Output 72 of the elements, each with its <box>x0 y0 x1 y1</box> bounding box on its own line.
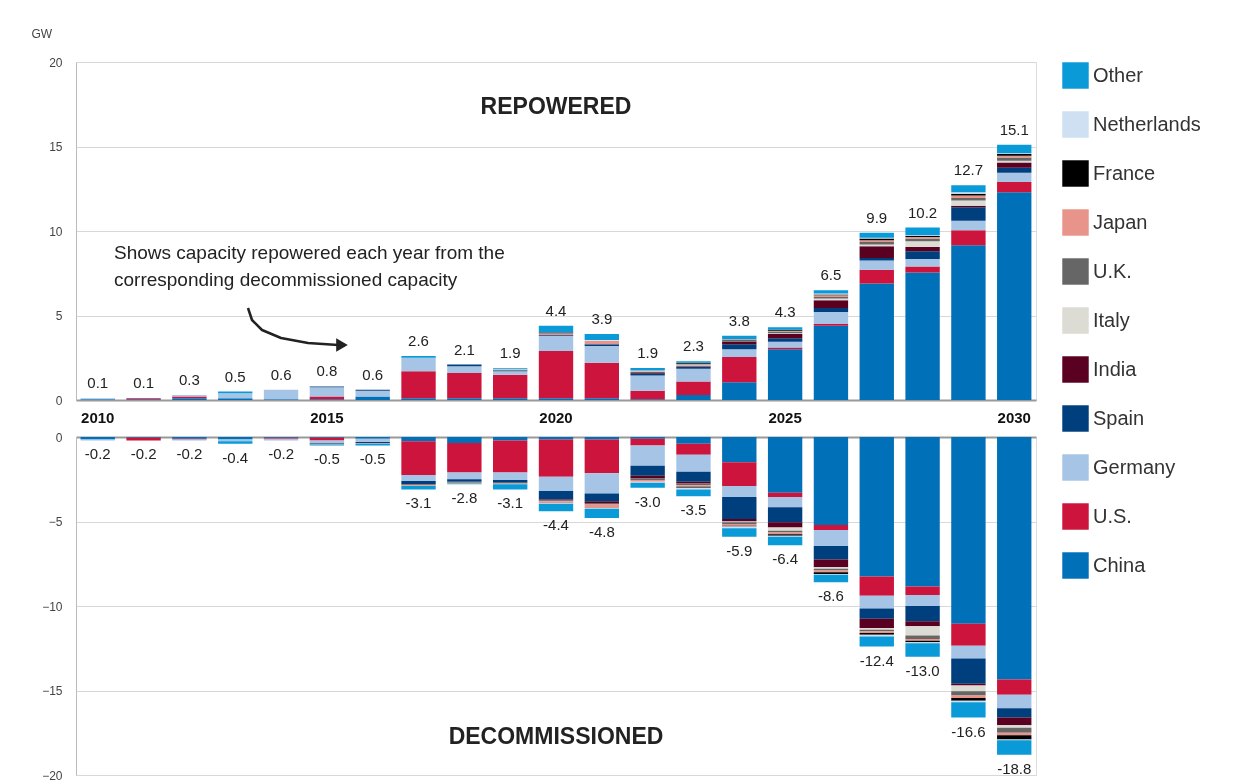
total-label: -5.9 <box>726 541 753 559</box>
legend-label: Other <box>1093 63 1144 86</box>
legend-label: Japan <box>1093 210 1148 233</box>
total-label: -0.2 <box>84 445 111 463</box>
legend-label: Italy <box>1093 308 1130 331</box>
total-label: -3.1 <box>405 494 432 512</box>
total-label: -0.2 <box>176 445 203 463</box>
x-tick-label: 2025 <box>768 408 802 426</box>
total-label: 2.3 <box>683 337 704 355</box>
total-label: -0.5 <box>359 450 386 468</box>
annotation: REPOWERED <box>480 93 632 119</box>
total-label: 0.1 <box>133 374 155 392</box>
total-label: -4.8 <box>588 523 615 541</box>
x-tick-label: 2030 <box>997 408 1031 426</box>
annotation: DECOMMISSIONED <box>448 723 664 749</box>
total-label: 12.7 <box>953 161 984 179</box>
y-axis-title: GW <box>31 26 53 41</box>
legend-label: U.K. <box>1093 259 1132 282</box>
x-tick-label: 2015 <box>310 408 344 426</box>
total-label: 10.2 <box>907 203 938 221</box>
total-label: -3.1 <box>497 494 524 512</box>
y-tick-label: 20 <box>49 55 63 70</box>
legend-label: France <box>1093 161 1156 184</box>
y-tick-label: 0 <box>55 393 63 408</box>
y-tick-label: −15 <box>42 684 63 698</box>
total-label: 15.1 <box>999 120 1029 138</box>
y-tick-label: 5 <box>55 309 63 323</box>
total-label: 1.9 <box>499 343 521 361</box>
total-label: 2.6 <box>408 332 429 350</box>
total-label: -6.4 <box>772 550 799 568</box>
y-tick-label: −10 <box>42 599 63 614</box>
total-label: 3.8 <box>728 311 750 329</box>
total-label: -3.5 <box>680 501 707 519</box>
total-label: -2.8 <box>451 489 478 507</box>
total-label: 6.5 <box>820 266 842 284</box>
total-label: -4.4 <box>543 516 569 534</box>
total-label: 0.6 <box>362 365 384 383</box>
x-tick-label: 2010 <box>81 408 115 426</box>
total-label: -0.4 <box>222 448 249 466</box>
total-label: -12.4 <box>859 651 894 669</box>
total-label: -3.0 <box>634 492 661 510</box>
legend-label: India <box>1093 357 1138 380</box>
total-label: -0.2 <box>268 445 294 463</box>
total-label: -16.6 <box>951 722 986 740</box>
legend-label: Germany <box>1093 455 1176 478</box>
legend-label: China <box>1093 553 1147 576</box>
legend-label: Netherlands <box>1093 112 1201 135</box>
total-label: 0.5 <box>224 367 246 385</box>
total-label: -18.8 <box>997 759 1032 777</box>
y-tick-label: 15 <box>49 140 63 154</box>
y-tick-label: −5 <box>48 515 63 529</box>
y-tick-label: 0 <box>55 430 63 445</box>
total-label: 4.3 <box>774 303 796 321</box>
total-label: -0.2 <box>130 445 157 463</box>
total-label: 9.9 <box>866 208 888 226</box>
y-tick-label: 10 <box>49 224 63 239</box>
total-label: 0.8 <box>316 362 338 380</box>
legend-label: U.S. <box>1093 504 1132 527</box>
total-label: 0.1 <box>87 374 109 392</box>
total-label: -13.0 <box>905 661 940 679</box>
total-label: 3.9 <box>591 310 613 328</box>
total-label: 0.3 <box>178 370 200 388</box>
total-label: 2.1 <box>453 340 475 358</box>
total-label: 0.6 <box>270 365 292 383</box>
x-tick-label: 2020 <box>539 408 573 426</box>
total-label: -8.6 <box>818 587 844 605</box>
legend-label: Spain <box>1093 406 1145 429</box>
y-tick-label: −20 <box>42 768 63 782</box>
annotation: Shows capacity repowered each year from the corresponding decommissioned capacity <box>114 242 505 290</box>
total-label: -0.5 <box>313 450 340 468</box>
total-label: 4.4 <box>545 301 567 319</box>
total-label: 1.9 <box>637 343 659 361</box>
